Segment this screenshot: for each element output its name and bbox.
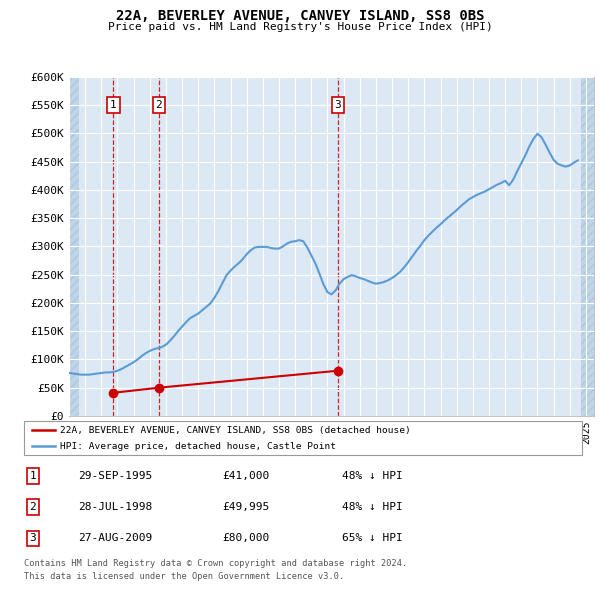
Text: 27-AUG-2009: 27-AUG-2009 — [78, 533, 152, 543]
Text: 2: 2 — [29, 502, 37, 512]
Text: £41,000: £41,000 — [222, 471, 269, 481]
Text: £80,000: £80,000 — [222, 533, 269, 543]
Text: 1: 1 — [110, 100, 117, 110]
Bar — [69, 77, 79, 416]
Text: £49,995: £49,995 — [222, 502, 269, 512]
Text: HPI: Average price, detached house, Castle Point: HPI: Average price, detached house, Cast… — [60, 442, 336, 451]
Text: Contains HM Land Registry data © Crown copyright and database right 2024.: Contains HM Land Registry data © Crown c… — [24, 559, 407, 568]
Bar — [581, 77, 597, 416]
Text: 2: 2 — [155, 100, 163, 110]
Text: 29-SEP-1995: 29-SEP-1995 — [78, 471, 152, 481]
Text: 3: 3 — [29, 533, 37, 543]
Text: 48% ↓ HPI: 48% ↓ HPI — [342, 502, 403, 512]
Text: Price paid vs. HM Land Registry's House Price Index (HPI): Price paid vs. HM Land Registry's House … — [107, 22, 493, 32]
Text: 22A, BEVERLEY AVENUE, CANVEY ISLAND, SS8 0BS (detached house): 22A, BEVERLEY AVENUE, CANVEY ISLAND, SS8… — [60, 426, 411, 435]
FancyBboxPatch shape — [24, 421, 582, 455]
Text: 48% ↓ HPI: 48% ↓ HPI — [342, 471, 403, 481]
Text: This data is licensed under the Open Government Licence v3.0.: This data is licensed under the Open Gov… — [24, 572, 344, 581]
Text: 3: 3 — [335, 100, 341, 110]
Text: 65% ↓ HPI: 65% ↓ HPI — [342, 533, 403, 543]
Text: 22A, BEVERLEY AVENUE, CANVEY ISLAND, SS8 0BS: 22A, BEVERLEY AVENUE, CANVEY ISLAND, SS8… — [116, 9, 484, 23]
Text: 1: 1 — [29, 471, 37, 481]
Text: 28-JUL-1998: 28-JUL-1998 — [78, 502, 152, 512]
